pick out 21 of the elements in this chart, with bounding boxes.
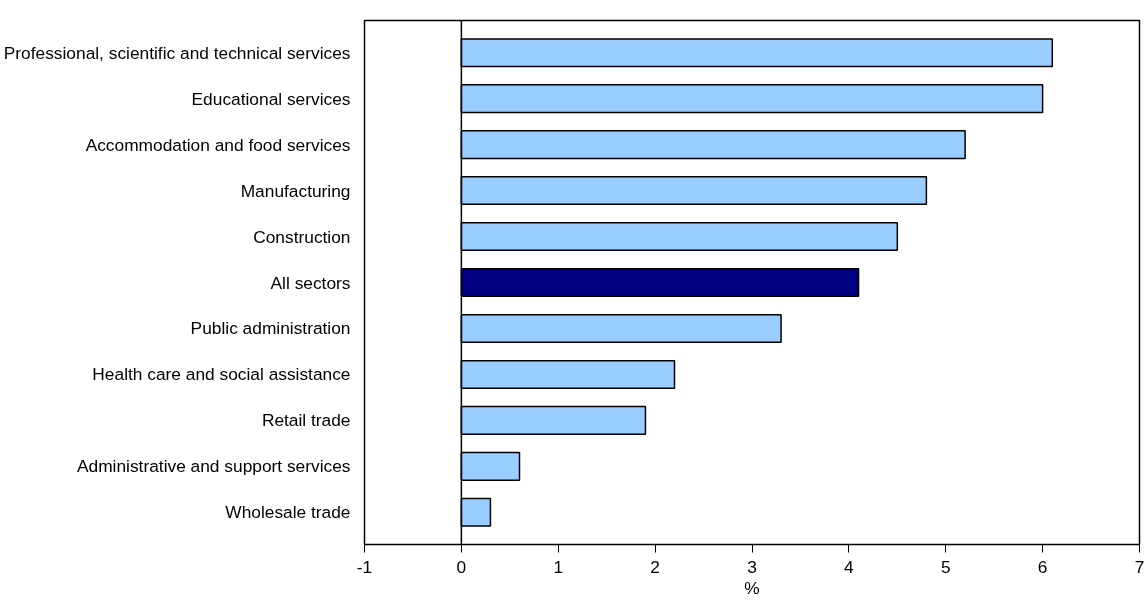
x-tick-label: 0 <box>456 556 467 577</box>
y-tick-label: Retail trade <box>261 410 351 431</box>
y-tick-label: Administrative and support services <box>76 456 351 477</box>
x-tick-label: 4 <box>844 556 855 577</box>
x-tick-label: 3 <box>747 556 757 577</box>
y-tick-label: All sectors <box>270 272 351 293</box>
y-tick-label: Manufacturing <box>240 180 351 201</box>
x-tick-label: -1 <box>356 556 373 577</box>
x-tick-label: 7 <box>1134 556 1145 577</box>
x-tick-label: 6 <box>1037 556 1048 577</box>
x-axis-title: % <box>744 577 760 598</box>
y-tick-label: Health care and social assistance <box>92 364 351 385</box>
y-tick-label: Educational services <box>191 88 351 109</box>
y-tick-label: Accommodation and food services <box>85 134 351 155</box>
x-tick-label: 1 <box>553 556 564 577</box>
y-tick-label: Public administration <box>190 318 351 339</box>
x-tick-label: 5 <box>940 556 951 577</box>
x-tick-label: 2 <box>650 556 660 577</box>
y-tick-label: Construction <box>253 226 351 247</box>
y-tick-label: Professional, scientific and technical services <box>3 42 351 63</box>
y-tick-label: Wholesale trade <box>225 502 351 523</box>
